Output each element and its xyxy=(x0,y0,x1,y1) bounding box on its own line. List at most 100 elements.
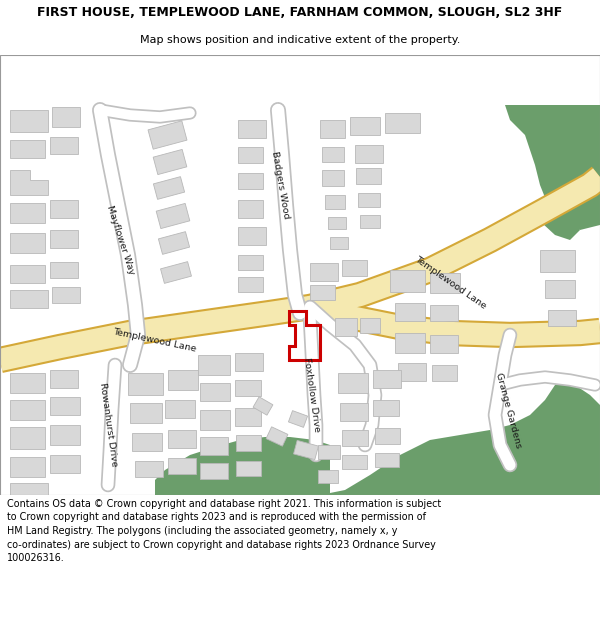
Polygon shape xyxy=(325,195,345,209)
Polygon shape xyxy=(318,445,340,459)
Polygon shape xyxy=(342,430,368,446)
Polygon shape xyxy=(395,333,425,353)
Polygon shape xyxy=(548,310,576,326)
Polygon shape xyxy=(266,427,288,446)
Polygon shape xyxy=(373,400,399,416)
Polygon shape xyxy=(52,107,80,127)
Polygon shape xyxy=(360,215,380,228)
Polygon shape xyxy=(235,408,261,426)
Polygon shape xyxy=(154,177,185,199)
Polygon shape xyxy=(293,441,319,459)
Polygon shape xyxy=(320,120,345,138)
Polygon shape xyxy=(153,149,187,174)
Polygon shape xyxy=(542,205,580,240)
Text: Templewood Lane: Templewood Lane xyxy=(112,327,197,353)
Polygon shape xyxy=(128,373,163,395)
Polygon shape xyxy=(200,410,230,430)
Text: Mayflower Way: Mayflower Way xyxy=(104,204,136,276)
Polygon shape xyxy=(238,227,266,245)
Text: Grange Gardens: Grange Gardens xyxy=(494,371,523,449)
Text: Foxhollow Drive: Foxhollow Drive xyxy=(302,357,322,432)
Polygon shape xyxy=(10,373,45,393)
Polygon shape xyxy=(10,483,48,501)
Polygon shape xyxy=(322,170,344,186)
Polygon shape xyxy=(198,355,230,375)
Polygon shape xyxy=(320,380,600,495)
Polygon shape xyxy=(289,411,308,428)
Polygon shape xyxy=(50,262,78,278)
Polygon shape xyxy=(373,370,401,388)
Polygon shape xyxy=(238,120,266,138)
Text: Rowanhurst Drive: Rowanhurst Drive xyxy=(98,382,118,468)
Polygon shape xyxy=(200,437,228,455)
Polygon shape xyxy=(395,303,425,321)
Text: Map shows position and indicative extent of the property.: Map shows position and indicative extent… xyxy=(140,34,460,44)
Polygon shape xyxy=(328,217,346,229)
Polygon shape xyxy=(360,318,380,333)
Polygon shape xyxy=(10,233,45,253)
Polygon shape xyxy=(10,427,45,449)
Polygon shape xyxy=(168,370,198,390)
Polygon shape xyxy=(358,193,380,207)
Polygon shape xyxy=(10,140,45,158)
Text: Templewood Lane: Templewood Lane xyxy=(413,255,487,311)
Polygon shape xyxy=(10,170,48,195)
Polygon shape xyxy=(350,117,380,135)
Polygon shape xyxy=(235,380,261,396)
Polygon shape xyxy=(322,147,344,162)
Polygon shape xyxy=(50,137,78,154)
Polygon shape xyxy=(165,400,195,418)
Polygon shape xyxy=(238,173,263,189)
Polygon shape xyxy=(50,370,78,388)
Polygon shape xyxy=(236,435,261,451)
Polygon shape xyxy=(50,200,78,218)
Polygon shape xyxy=(545,280,575,298)
Polygon shape xyxy=(385,113,420,133)
Polygon shape xyxy=(130,403,162,423)
Polygon shape xyxy=(50,455,80,473)
Polygon shape xyxy=(156,203,190,229)
Polygon shape xyxy=(52,287,80,303)
Polygon shape xyxy=(10,110,48,132)
Polygon shape xyxy=(330,237,348,249)
Polygon shape xyxy=(155,437,330,495)
Polygon shape xyxy=(238,255,263,270)
Polygon shape xyxy=(168,458,196,474)
Polygon shape xyxy=(318,470,338,483)
Polygon shape xyxy=(342,455,367,469)
Polygon shape xyxy=(50,230,78,248)
Polygon shape xyxy=(168,430,196,448)
Polygon shape xyxy=(235,353,263,371)
Polygon shape xyxy=(10,400,45,420)
Polygon shape xyxy=(161,262,191,283)
Text: FIRST HOUSE, TEMPLEWOOD LANE, FARNHAM COMMON, SLOUGH, SL2 3HF: FIRST HOUSE, TEMPLEWOOD LANE, FARNHAM CO… xyxy=(37,6,563,19)
Polygon shape xyxy=(342,260,367,276)
Polygon shape xyxy=(390,270,425,292)
Polygon shape xyxy=(340,403,368,421)
Polygon shape xyxy=(375,453,399,467)
Polygon shape xyxy=(158,232,190,254)
Polygon shape xyxy=(236,461,261,476)
Polygon shape xyxy=(148,121,187,149)
Polygon shape xyxy=(10,457,45,477)
Polygon shape xyxy=(238,147,263,163)
Polygon shape xyxy=(132,433,162,451)
Polygon shape xyxy=(375,428,400,444)
Text: Contains OS data © Crown copyright and database right 2021. This information is : Contains OS data © Crown copyright and d… xyxy=(7,499,442,563)
Polygon shape xyxy=(310,285,335,300)
Polygon shape xyxy=(200,463,228,479)
Polygon shape xyxy=(540,250,575,272)
Polygon shape xyxy=(10,290,48,308)
Polygon shape xyxy=(50,397,80,415)
Polygon shape xyxy=(430,335,458,353)
Polygon shape xyxy=(238,200,263,218)
Polygon shape xyxy=(398,363,426,381)
Text: Badgers Wood: Badgers Wood xyxy=(269,151,290,219)
Polygon shape xyxy=(10,265,45,283)
Polygon shape xyxy=(430,305,458,321)
Polygon shape xyxy=(356,168,381,184)
Polygon shape xyxy=(10,203,45,223)
Polygon shape xyxy=(135,461,163,477)
Polygon shape xyxy=(338,373,368,393)
Polygon shape xyxy=(432,365,457,381)
